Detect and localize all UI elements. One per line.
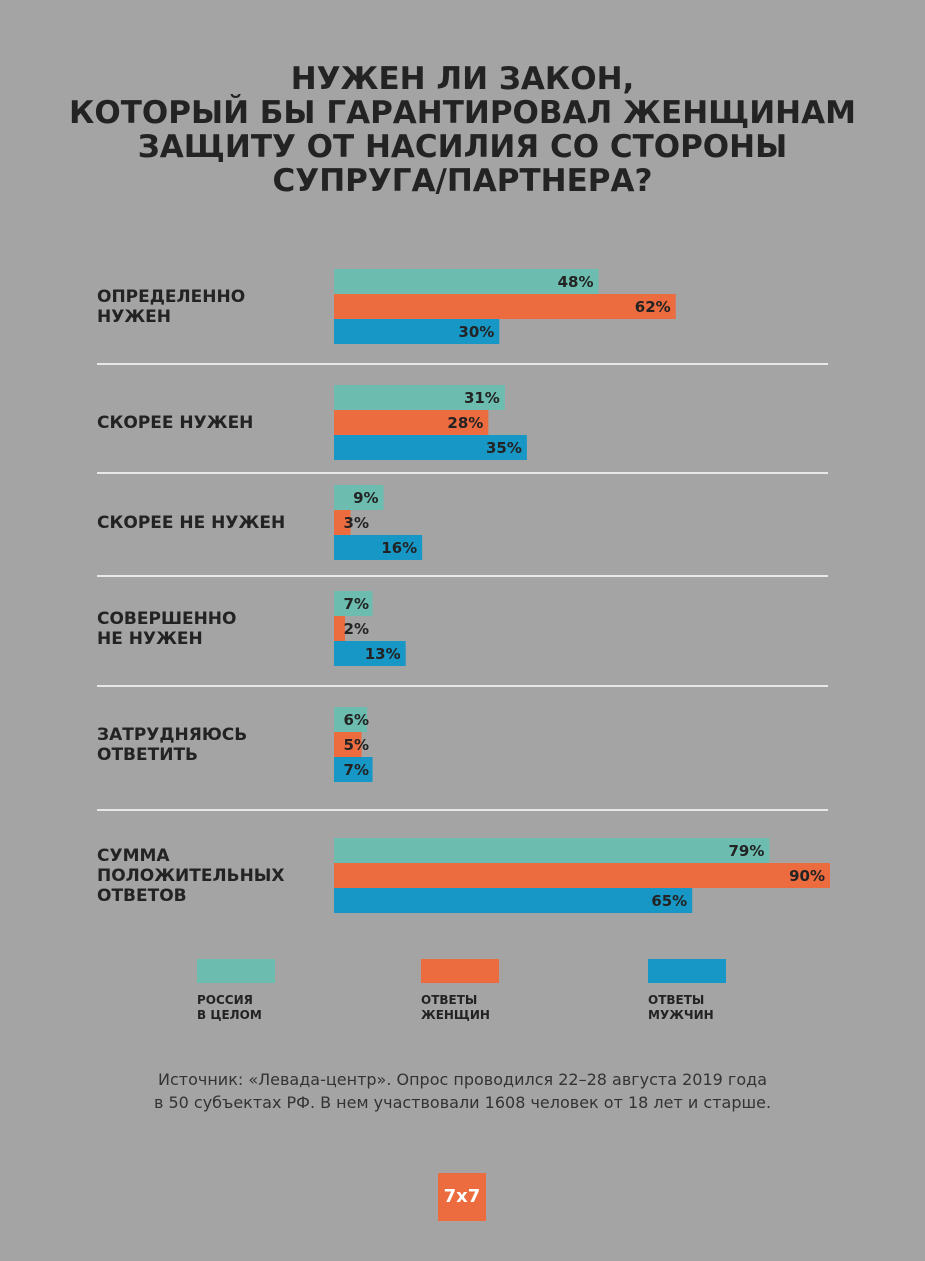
- value-label: 3%: [344, 514, 369, 532]
- legend-label: ОТВЕТЫ ЖЕНЩИН: [421, 993, 490, 1022]
- bar: [334, 707, 368, 732]
- value-label: 13%: [365, 645, 401, 663]
- bar: [334, 485, 384, 510]
- bar: [334, 319, 500, 344]
- value-label: 6%: [344, 711, 369, 729]
- value-label: 62%: [635, 298, 671, 316]
- value-label: 65%: [651, 892, 687, 910]
- category-label: ЗАТРУДНЯЮСЬ ОТВЕТИТЬ: [97, 724, 248, 765]
- value-label: 30%: [458, 323, 494, 341]
- bar: [334, 616, 346, 641]
- value-label: 2%: [344, 620, 369, 638]
- value-label: 31%: [464, 389, 500, 407]
- bar: [334, 435, 527, 460]
- legend-swatch: [421, 959, 499, 983]
- value-label: 48%: [558, 273, 594, 291]
- bar: [334, 838, 770, 863]
- bar: [334, 757, 373, 782]
- category-label: СКОРЕЕ НУЖЕН: [97, 412, 254, 433]
- bar: [334, 269, 599, 294]
- bar: [334, 535, 423, 560]
- value-label: 35%: [486, 439, 522, 457]
- value-label: 90%: [789, 867, 825, 885]
- category-label: СКОРЕЕ НЕ НУЖЕН: [97, 512, 286, 533]
- bar: [334, 888, 693, 913]
- legend-swatch: [648, 959, 726, 983]
- chart-title: НУЖЕН ЛИ ЗАКОН, КОТОРЫЙ БЫ ГАРАНТИРОВАЛ …: [69, 61, 856, 199]
- bar: [334, 863, 830, 888]
- bar: [334, 510, 351, 535]
- legend-swatch: [197, 959, 275, 983]
- legend-label: РОССИЯ В ЦЕЛОМ: [197, 993, 262, 1022]
- category-label: СОВЕРШЕННО НЕ НУЖЕН: [97, 608, 237, 649]
- bar: [334, 294, 676, 319]
- value-label: 5%: [344, 736, 369, 754]
- category-label: ОПРЕДЕЛЕННО НУЖЕН: [97, 286, 246, 327]
- value-label: 16%: [381, 539, 417, 557]
- bar: [334, 732, 362, 757]
- value-label: 9%: [353, 489, 378, 507]
- value-label: 7%: [344, 761, 369, 779]
- bar: [334, 591, 373, 616]
- bar: [334, 641, 406, 666]
- category-label: СУММА ПОЛОЖИТЕЛЬНЫХ ОТВЕТОВ: [97, 845, 285, 906]
- bar: [334, 410, 489, 435]
- value-label: 28%: [447, 414, 483, 432]
- legend-label: ОТВЕТЫ МУЖЧИН: [648, 993, 714, 1022]
- bar: [334, 385, 505, 410]
- source-note: Источник: «Левада-центр». Опрос проводил…: [153, 1070, 772, 1112]
- value-label: 7%: [344, 595, 369, 613]
- value-label: 79%: [728, 842, 764, 860]
- logo: 7x7: [438, 1173, 486, 1221]
